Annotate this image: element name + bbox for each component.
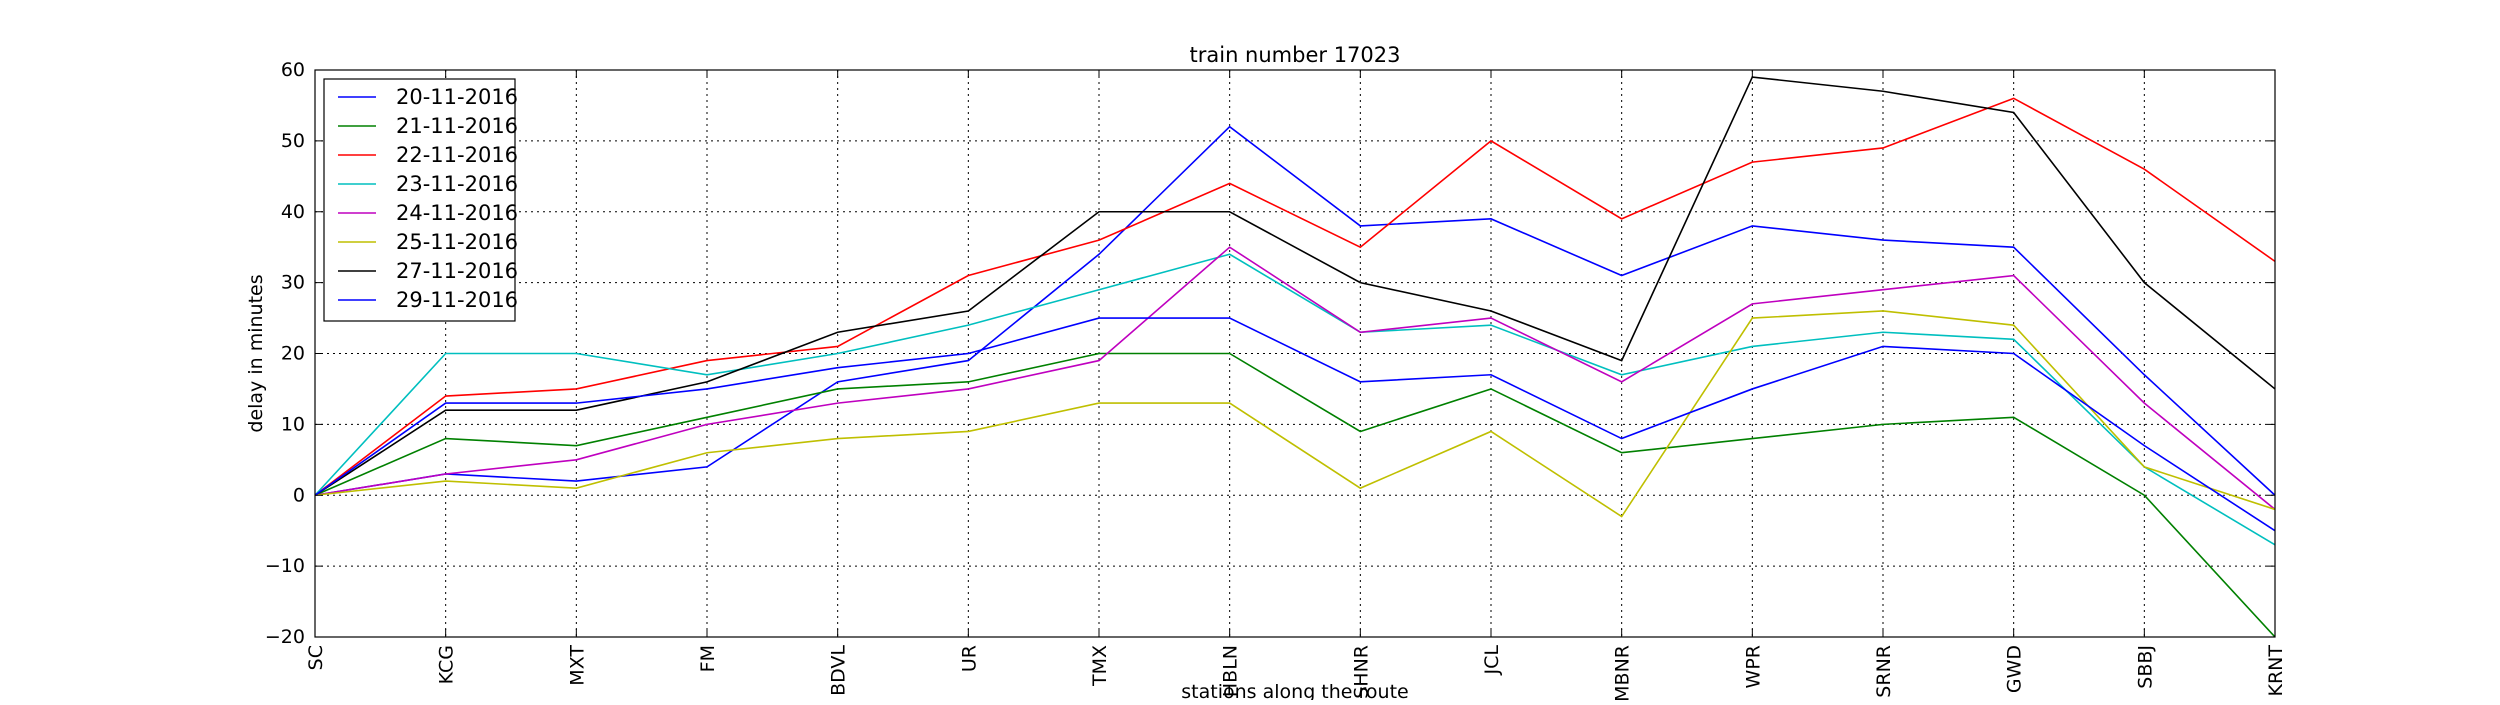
y-tick-label: −20 [265, 626, 305, 648]
legend-label: 22-11-2016 [396, 143, 518, 167]
legend-label: 27-11-2016 [396, 259, 518, 283]
plot-frame [314, 69, 2276, 638]
series-lines [314, 76, 2276, 638]
legend-box [323, 78, 516, 322]
series-line-24-11-2016 [314, 246, 2276, 511]
series-line-27-11-2016 [314, 76, 2276, 496]
series-line-22-11-2016 [314, 97, 2276, 496]
legend-label: 25-11-2016 [396, 230, 518, 254]
x-tick-label: SBBJ [2134, 645, 2156, 689]
x-axis-title: stations along the route [1181, 681, 1408, 700]
legend-label: 29-11-2016 [396, 288, 518, 312]
y-tick-label: 50 [281, 130, 305, 152]
series-line-21-11-2016 [314, 352, 2276, 638]
y-tick-label: −10 [265, 555, 305, 577]
legend-label: 24-11-2016 [396, 201, 518, 225]
x-tick-label: MXT [566, 645, 588, 686]
x-tick-label: BDVL [828, 645, 850, 696]
x-tick-label: SC [305, 645, 327, 670]
legend-label: 23-11-2016 [396, 172, 518, 196]
x-tick-label: GWD [2004, 645, 2026, 693]
x-tick-label: JCL [1481, 645, 1503, 676]
x-tick-label: MBNR [1612, 645, 1634, 700]
y-tick-label: 0 [293, 484, 305, 506]
legend: 20-11-2016 21-11-2016 22-11-2016 23-11-2016… [323, 78, 518, 322]
x-tick-label: HBLN [1220, 645, 1242, 697]
y-tick-label: 40 [281, 201, 305, 223]
y-tick-label: 20 [281, 343, 305, 365]
series-line-23-11-2016 [314, 253, 2276, 546]
legend-label: 20-11-2016 [396, 85, 518, 109]
series-line-29-11-2016 [314, 317, 2276, 532]
series-line-25-11-2016 [314, 310, 2276, 518]
y-tick-label: 30 [281, 272, 305, 294]
x-tick-label: TMX [1089, 645, 1111, 687]
grid-lines [315, 70, 2275, 637]
x-tick-label: UR [958, 645, 980, 672]
y-axis-title: delay in minutes [245, 274, 267, 432]
y-tick-label: 10 [281, 413, 305, 435]
chart-title: train number 17023 [1190, 43, 1401, 67]
x-tick-label: WPR [1742, 645, 1764, 688]
x-tick-label: KRNT [2265, 645, 2287, 697]
x-tick-label: SHNR [1350, 645, 1372, 699]
x-tick-label: KCG [436, 645, 458, 684]
axes: −20 −10 0 10 20 30 40 50 60 SC KCG MXT FM BDVL UR TMX HB… [265, 59, 2287, 702]
legend-label: 21-11-2016 [396, 114, 518, 138]
x-tick-label: FM [697, 645, 719, 672]
series-line-20-11-2016 [314, 125, 2276, 497]
y-tick-label: 60 [281, 59, 305, 81]
x-tick-label: SRNR [1873, 645, 1895, 698]
